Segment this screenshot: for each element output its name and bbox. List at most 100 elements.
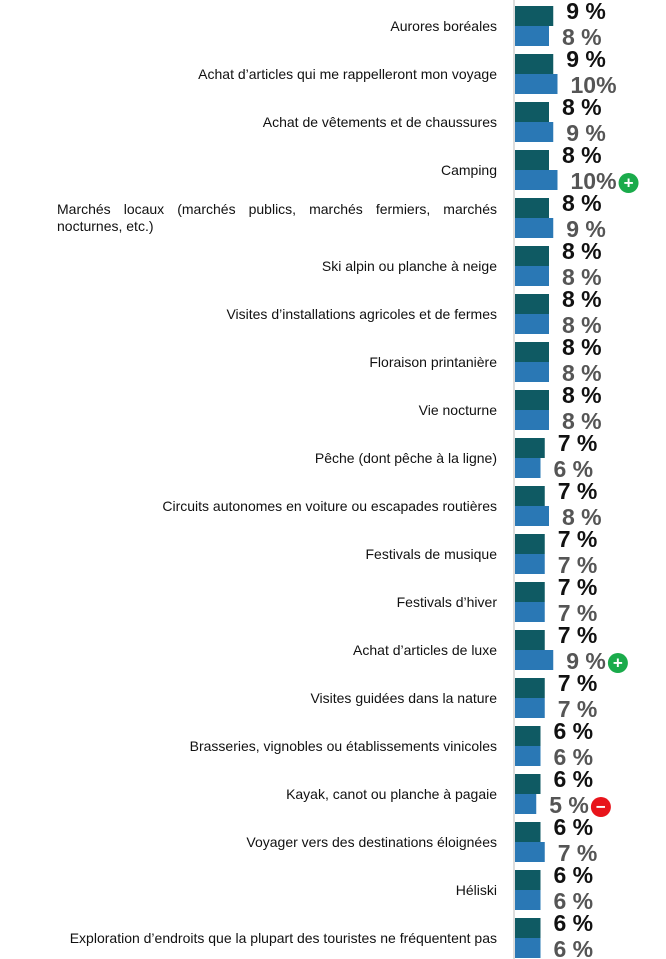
category-label: Camping (8, 150, 497, 190)
bar (515, 774, 541, 794)
value-label: 6 % (554, 936, 594, 959)
bar (515, 554, 545, 574)
bar (515, 102, 549, 122)
bar (515, 294, 549, 314)
value-label: 7 % (558, 526, 598, 552)
bar (515, 74, 558, 94)
bar (515, 122, 554, 142)
category-label: Pêche (dont pêche à la ligne) (8, 438, 497, 478)
category-label: Vie nocturne (8, 390, 497, 430)
bar (515, 602, 545, 622)
bar (515, 54, 554, 74)
value-label: 7 % (558, 840, 598, 866)
value-label: 5 % (549, 792, 589, 818)
bar (515, 410, 549, 430)
category-label: Voyager vers des destinations éloignées (8, 822, 497, 862)
value-label: 8 % (562, 382, 602, 408)
bar (515, 890, 541, 910)
bar (515, 534, 545, 554)
value-label: 9 % (566, 216, 606, 242)
bar (515, 342, 549, 362)
value-label: 7 % (558, 552, 598, 578)
bar (515, 458, 541, 478)
bar (515, 794, 537, 814)
bar (515, 486, 545, 506)
category-label: Aurores boréales (8, 6, 497, 46)
bar (515, 506, 549, 526)
category-label: Achat d’articles qui me rappelleront mon… (8, 54, 497, 94)
value-label: 8 % (562, 142, 602, 168)
value-label: 7 % (558, 622, 598, 648)
category-text: Pêche (dont pêche à la ligne) (314, 449, 497, 466)
bar (515, 362, 549, 382)
value-label: 9 % (566, 0, 606, 24)
value-label: 7 % (558, 478, 598, 504)
bar (515, 842, 545, 862)
bar (515, 390, 549, 410)
bar (515, 650, 554, 670)
value-label: 8 % (562, 94, 602, 120)
category-label: Ski alpin ou planche à neige (8, 246, 497, 286)
value-label: 7 % (558, 600, 598, 626)
category-text: Achat d’articles qui me rappelleront mon… (198, 65, 497, 82)
category-text: Marchés locaux (marchés publics, marchés… (57, 201, 497, 234)
value-label: 8 % (562, 360, 602, 386)
category-label: Achat de vêtements et de chaussures (8, 102, 497, 142)
category-text: Circuits autonomes en voiture ou escapad… (162, 497, 497, 514)
value-label: 7 % (558, 696, 598, 722)
value-label: 6 % (554, 456, 594, 482)
value-label: 8 % (562, 312, 602, 338)
category-label: Kayak, canot ou planche à pagaie (8, 774, 497, 814)
bar (515, 726, 541, 746)
bar (515, 6, 554, 26)
category-text: Vie nocturne (418, 401, 497, 418)
bar (515, 746, 541, 766)
category-text: Achat de vêtements et de chaussures (262, 113, 497, 130)
value-label: 6 % (554, 862, 594, 888)
value-label: 9 % (566, 120, 606, 146)
value-label: 8 % (562, 190, 602, 216)
bar (515, 822, 541, 842)
bar (515, 918, 541, 938)
category-text: Visites guidées dans la nature (310, 689, 497, 706)
category-text: Exploration d’endroits que la plupart de… (69, 929, 497, 946)
category-text: Héliski (455, 881, 497, 898)
bar (515, 938, 541, 958)
bar (515, 26, 549, 46)
category-text: Kayak, canot ou planche à pagaie (286, 785, 497, 802)
value-label: 6 % (554, 910, 594, 936)
value-label: 8 % (562, 286, 602, 312)
value-label: 10% (571, 168, 617, 194)
value-label: 8 % (562, 238, 602, 264)
value-label: 8 % (562, 264, 602, 290)
value-label: 9 % (566, 46, 606, 72)
significance-icon (590, 797, 611, 817)
category-label: Circuits autonomes en voiture ou escapad… (8, 486, 497, 526)
significance-icon (618, 173, 639, 193)
significance-symbol: + (624, 174, 634, 193)
bar (515, 630, 545, 650)
bar (515, 266, 549, 286)
bar (515, 582, 545, 602)
category-label: Héliski (8, 870, 497, 910)
category-text: Visites d’installations agricoles et de … (226, 305, 497, 322)
bar (515, 678, 545, 698)
value-label: 8 % (562, 24, 602, 50)
value-label: 6 % (554, 888, 594, 914)
bar (515, 698, 545, 718)
category-text: Voyager vers des destinations éloignées (246, 833, 497, 850)
value-label: 6 % (554, 814, 594, 840)
bar (515, 170, 558, 190)
value-label: 6 % (554, 766, 594, 792)
bar (515, 314, 549, 334)
category-label: Visites d’installations agricoles et de … (8, 294, 497, 334)
bar (515, 218, 554, 238)
bar (515, 246, 549, 266)
value-label: 8 % (562, 334, 602, 360)
value-label: 7 % (558, 574, 598, 600)
bar (515, 198, 549, 218)
category-text: Achat d’articles de luxe (353, 641, 497, 658)
category-text: Ski alpin ou planche à neige (321, 257, 497, 274)
